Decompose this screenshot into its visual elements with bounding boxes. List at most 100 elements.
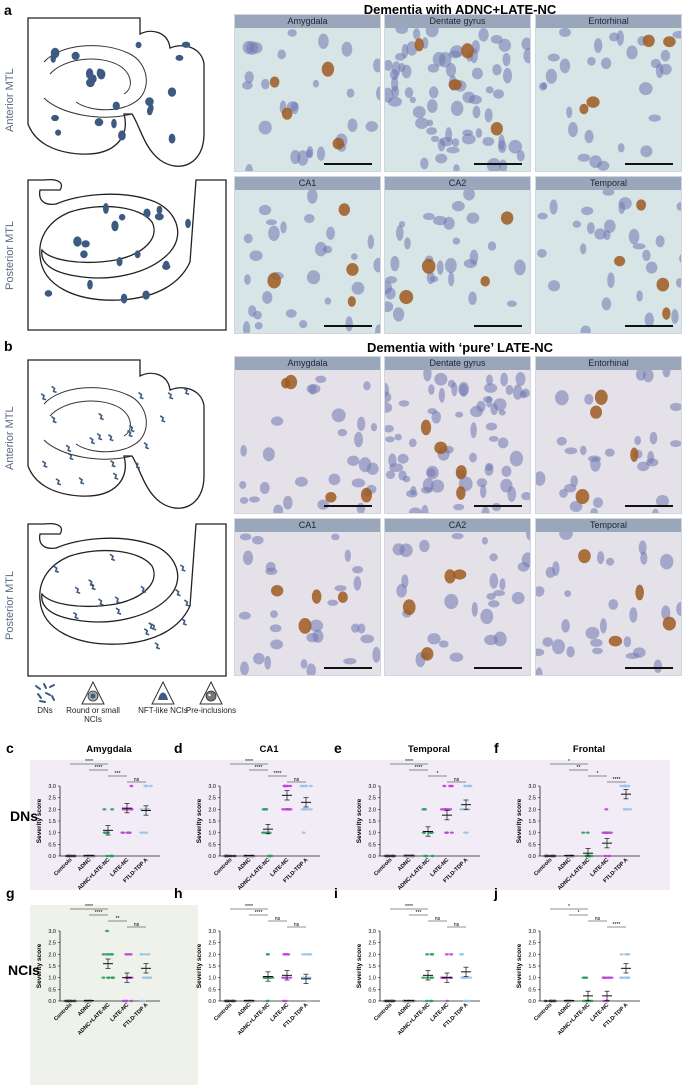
y-axis-label: Severity score [36,798,43,843]
data-point [303,808,308,811]
dns-row-label: DNs [10,808,39,824]
sig-label: ns [134,922,140,928]
y-tick-label: 0.5 [368,987,376,993]
stain-texture [536,365,681,513]
data-point [148,976,153,979]
sig-label: ns [454,777,460,783]
x-tick-label: Controls [53,857,73,877]
stain-texture [392,526,530,668]
chart-letter: d [174,740,183,756]
data-point [463,784,468,788]
y-tick-label: 0.5 [528,842,536,848]
data-point [265,999,270,1003]
data-point [623,784,628,788]
y-axis-label: Severity score [36,943,43,988]
row-label-anterior-b: Anterior MTL [4,406,16,470]
micrograph-ca1: CA1 [234,518,381,676]
data-point [607,976,612,979]
y-tick-label: 2.5 [208,796,216,802]
data-point [619,784,624,788]
data-point [121,999,126,1003]
y-tick-label: 0.5 [208,842,216,848]
data-point [582,976,587,979]
data-point [619,953,624,956]
dns-band [30,760,670,890]
y-axis-label: Severity score [356,943,363,988]
y-tick-label: 2.5 [368,796,376,802]
data-point [627,808,632,811]
y-tick-label: 3.0 [368,784,376,790]
data-point [146,808,151,811]
data-point [143,953,148,956]
y-tick-label: 3.0 [208,784,216,790]
data-point [430,953,435,956]
chart-plot: 0.0 0.5 1.0 1.5 2.0 2.5 3.0 Severity score Contr… [356,759,480,892]
dns-icon [35,683,55,703]
data-point [308,953,313,956]
data-point [110,976,115,979]
data-point [307,976,312,979]
data-point [449,831,454,834]
chart-g: g 0.0 0.5 1.0 1.5 2.0 2.5 3.0 Severity score Cont… [6,885,188,1083]
chart-title: CA1 [259,744,279,755]
data-point [104,831,109,834]
data-point [607,854,612,858]
y-tick-label: 1.0 [528,831,536,837]
sig-label: ns [595,916,601,922]
round-nci-icon [81,680,105,705]
data-point [581,999,586,1003]
data-point [444,831,449,834]
data-point [105,929,110,933]
micrograph-label: Entorhinal [536,15,681,28]
chart-letter: g [6,885,15,901]
sig-label: **** [612,777,620,783]
x-tick-label: ADNC [77,857,92,872]
x-tick-label: Controls [533,1002,553,1022]
chart-letter: c [6,740,14,756]
sig-label: * [568,759,570,765]
panel-b-title: Dementia with ‘pure’ LATE-NC [366,340,554,355]
data-point [266,854,271,858]
chart-j: j 0.0 0.5 1.0 1.5 2.0 2.5 3.0 Severity score Cont… [494,885,668,1083]
chart-plot: 0.0 0.5 1.0 1.5 2.0 2.5 3.0 Severity score Contr… [356,904,480,1037]
data-point [121,808,126,811]
stain-texture [536,526,681,675]
x-tick-label: Controls [533,857,553,877]
posterior-mtl-diagram-b [20,520,230,680]
sig-label: **** [85,759,93,765]
scale-bar [474,667,522,669]
y-tick-label: 1.0 [208,976,216,982]
anterior-mtl-diagram-b [20,356,230,516]
data-point [284,953,289,956]
y-tick-label: 3.0 [528,929,536,935]
sig-label: **** [273,771,281,777]
legend-label-dns: DNs [37,706,53,715]
y-tick-label: 2.0 [208,952,216,958]
y-tick-label: 0.0 [208,854,216,860]
data-point [440,808,445,811]
y-tick-label: 3.0 [48,784,56,790]
sig-label: **** [254,765,262,771]
stain-texture [385,187,526,322]
y-axis-label: Severity score [196,798,203,843]
data-point [304,976,309,979]
chart-c: c Amygdala 0.0 0.5 1.0 1.5 2.0 2.5 3.0 Severity s… [6,740,188,938]
y-tick-label: 3.0 [368,929,376,935]
data-point [429,976,434,979]
data-point [459,953,464,956]
inclusion-marks [53,553,190,650]
data-point [104,953,109,956]
chart-letter: i [334,885,338,901]
data-point [624,976,629,979]
chart-f: f Frontal 0.0 0.5 1.0 1.5 2.0 2.5 3.0 Severity sc… [494,740,668,938]
chart-title: Frontal [572,744,606,755]
micrograph-temporal: Temporal [535,176,682,334]
data-point [268,976,273,979]
data-point [460,808,465,811]
legend-item-round: Round or small NCIs [62,680,124,724]
data-point [429,831,434,834]
data-point [442,808,447,811]
sig-label: **** [245,759,253,765]
scale-bar [324,505,372,507]
y-tick-label: 1.0 [368,976,376,982]
